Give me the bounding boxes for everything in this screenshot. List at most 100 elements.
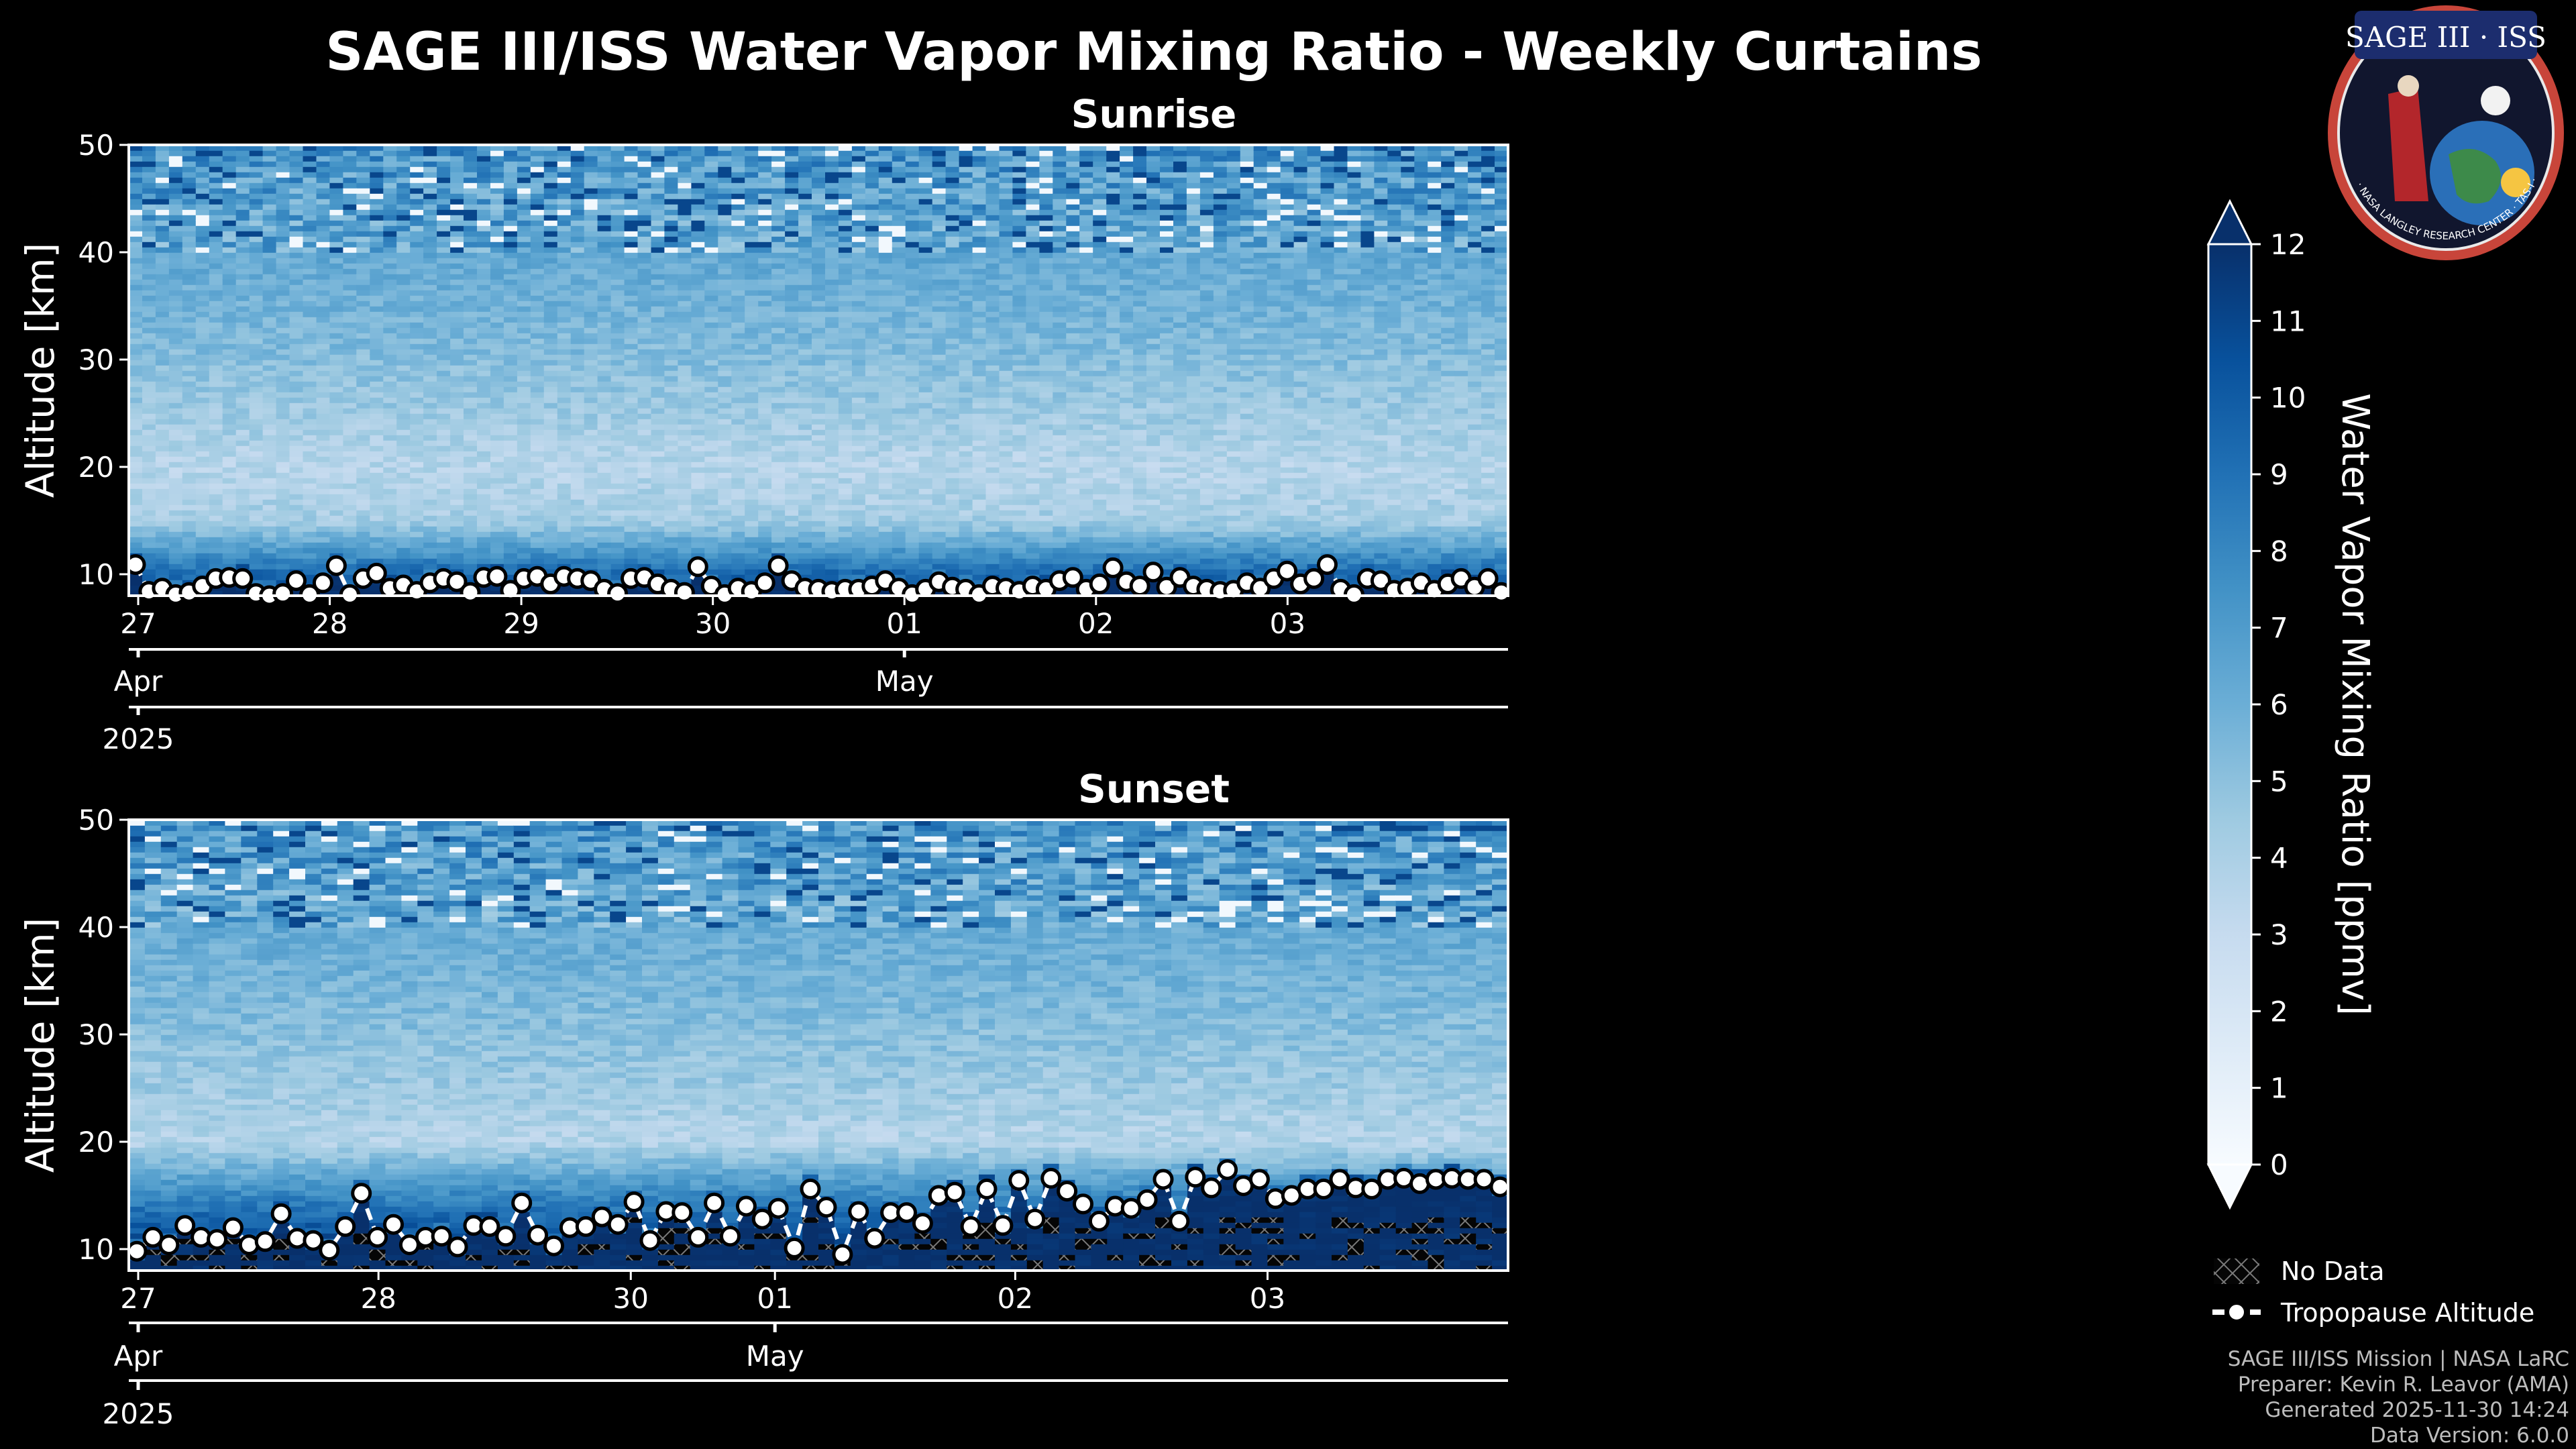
heatmap-cell	[195, 199, 210, 205]
heatmap-cell	[865, 177, 879, 183]
heatmap-cell	[437, 451, 451, 457]
heatmap-cell	[704, 510, 719, 516]
heatmap-cell	[464, 284, 478, 290]
heatmap-cell	[503, 531, 518, 537]
heatmap-cell	[678, 145, 692, 151]
heatmap-cell	[878, 333, 893, 339]
heatmap-cell	[490, 402, 504, 409]
heatmap-cell	[235, 402, 250, 409]
heatmap-cell	[249, 531, 264, 537]
heatmap-cell	[812, 386, 826, 392]
heatmap-cell	[517, 182, 531, 189]
heatmap-cell	[356, 161, 371, 167]
heatmap-cell	[812, 365, 826, 371]
heatmap-cell	[464, 193, 478, 199]
heatmap-cell	[704, 462, 719, 468]
heatmap-cell	[517, 333, 531, 339]
heatmap-cell	[543, 301, 558, 307]
heatmap-cell	[490, 424, 504, 430]
heatmap-cell	[878, 402, 893, 409]
heatmap-cell	[718, 397, 733, 403]
heatmap-cell	[543, 553, 558, 559]
heatmap-cell	[396, 301, 411, 307]
heatmap-cell	[812, 537, 826, 543]
heatmap-cell	[651, 553, 665, 559]
heatmap-cell	[530, 467, 545, 473]
heatmap-cell	[785, 177, 799, 183]
heatmap-cell	[530, 338, 545, 344]
heatmap-cell	[651, 231, 665, 237]
heatmap-cell	[825, 225, 839, 231]
heatmap-cell	[222, 397, 237, 403]
heatmap-cell	[691, 290, 706, 296]
heatmap-cell	[771, 413, 786, 419]
heatmap-cell	[543, 177, 558, 183]
heatmap-cell	[798, 209, 812, 215]
heatmap-cell	[396, 268, 411, 274]
heatmap-cell	[838, 354, 853, 360]
heatmap-cell	[477, 392, 491, 398]
heatmap-cell	[758, 499, 772, 505]
heatmap-cell	[878, 268, 893, 274]
heatmap-cell	[450, 419, 464, 425]
heatmap-cell	[142, 225, 156, 231]
heatmap-cell	[731, 521, 746, 527]
heatmap-cell	[450, 161, 464, 167]
heatmap-cell	[905, 274, 920, 280]
heatmap-cell	[838, 478, 853, 484]
heatmap-cell	[490, 290, 504, 296]
heatmap-cell	[610, 161, 625, 167]
heatmap-cell	[664, 182, 679, 189]
heatmap-cell	[410, 290, 424, 296]
heatmap-cell	[129, 381, 143, 387]
heatmap-cell	[195, 145, 210, 151]
heatmap-cell	[678, 333, 692, 339]
heatmap-cell	[637, 301, 652, 307]
heatmap-cell	[396, 306, 411, 312]
heatmap-cell	[704, 252, 719, 258]
heatmap-cell	[396, 456, 411, 462]
heatmap-cell	[678, 295, 692, 301]
heatmap-cell	[249, 193, 264, 199]
heatmap-cell	[557, 199, 572, 205]
heatmap-cell	[423, 247, 437, 253]
heatmap-cell	[370, 241, 384, 248]
heatmap-cell	[142, 204, 156, 210]
heatmap-cell	[664, 419, 679, 425]
heatmap-cell	[691, 284, 706, 290]
heatmap-cell	[195, 488, 210, 494]
heatmap-cell	[182, 247, 197, 253]
heatmap-cell	[624, 440, 639, 446]
heatmap-cell	[878, 225, 893, 231]
heatmap-cell	[718, 343, 733, 350]
heatmap-cell	[892, 445, 906, 451]
heatmap-cell	[798, 306, 812, 312]
heatmap-cell	[222, 435, 237, 441]
heatmap-cell	[209, 161, 223, 167]
heatmap-cell	[517, 467, 531, 473]
heatmap-cell	[410, 172, 424, 178]
heatmap-cell	[731, 150, 746, 156]
heatmap-cell	[851, 258, 866, 264]
heatmap-cell	[209, 456, 223, 462]
heatmap-cell	[745, 445, 759, 451]
heatmap-cell	[142, 215, 156, 221]
heatmap-cell	[329, 365, 344, 371]
heatmap-cell	[383, 327, 398, 333]
heatmap-cell	[905, 258, 920, 264]
heatmap-cell	[905, 199, 920, 205]
heatmap-cell	[624, 376, 639, 382]
heatmap-cell	[731, 376, 746, 382]
heatmap-cell	[437, 386, 451, 392]
heatmap-cell	[450, 284, 464, 290]
heatmap-cell	[129, 193, 143, 199]
heatmap-cell	[262, 456, 277, 462]
heatmap-cell	[812, 177, 826, 183]
heatmap-cell	[249, 209, 264, 215]
heatmap-cell	[450, 215, 464, 221]
heatmap-cell	[262, 445, 277, 451]
heatmap-cell	[812, 510, 826, 516]
heatmap-cell	[691, 333, 706, 339]
heatmap-cell	[477, 376, 491, 382]
heatmap-cell	[758, 564, 772, 570]
